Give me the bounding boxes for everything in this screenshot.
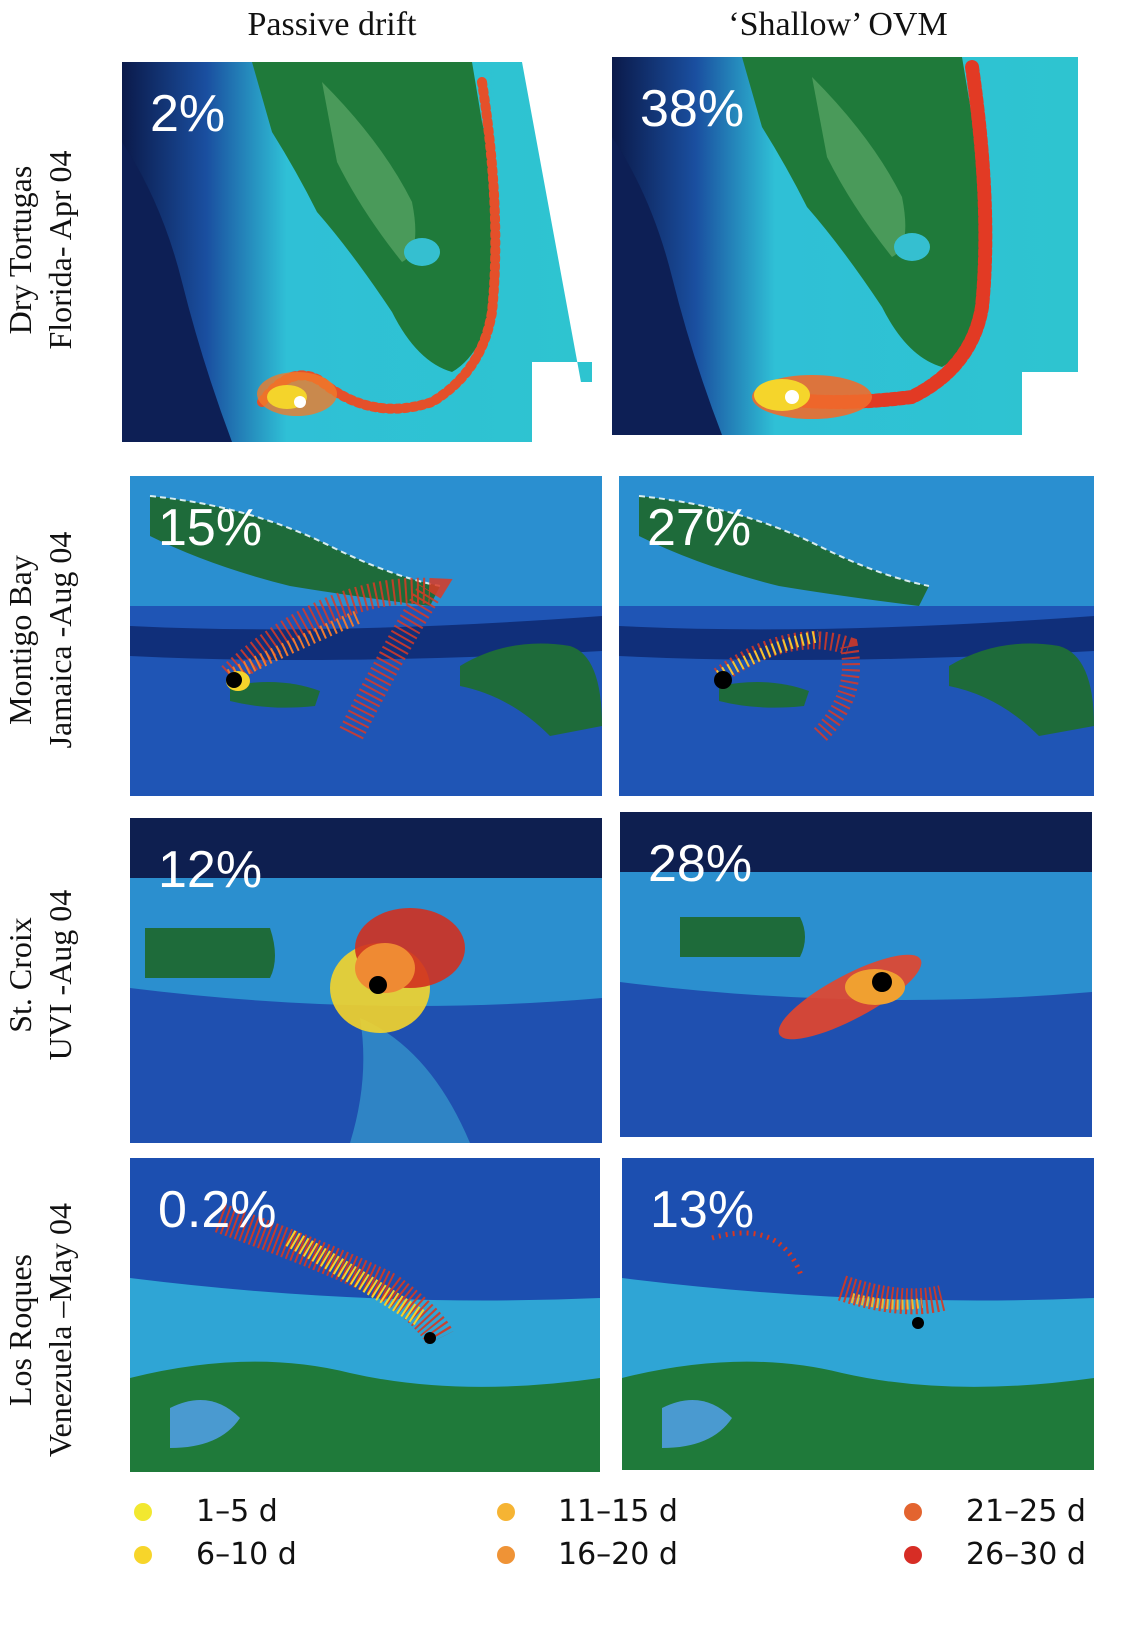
map-panel-losroques-passive: 0.2% — [130, 1158, 600, 1472]
row-label-line2: Venezuela –May 04 — [42, 1202, 78, 1458]
row-label-line1: St. Croix — [2, 917, 38, 1033]
row-label-line1: Dry Tortugas — [2, 165, 38, 335]
row-label-line1: Los Roques — [2, 1254, 38, 1406]
map-panel-florida-ovm: 38% — [612, 57, 1078, 435]
map-jamaica-ovm — [619, 476, 1094, 796]
map-losroques-ovm — [622, 1158, 1094, 1470]
map-panel-stcroix-ovm: 28% — [620, 812, 1092, 1137]
legend-swatch-11-15 — [497, 1503, 515, 1521]
percentage-label: 0.2% — [158, 1181, 277, 1239]
legend-label-21-25: 21–25 d — [966, 1494, 1086, 1529]
legend-label-11-15: 11–15 d — [558, 1494, 678, 1529]
map-losroques-passive — [130, 1158, 600, 1472]
percentage-label: 15% — [158, 499, 263, 557]
map-panel-losroques-ovm: 13% — [622, 1158, 1094, 1470]
percentage-label: 2% — [150, 85, 226, 143]
map-stcroix-ovm — [620, 812, 1092, 1137]
legend-swatch-1-5 — [134, 1503, 152, 1521]
map-florida-ovm — [612, 57, 1078, 435]
row-label-line2: Florida- Apr 04 — [42, 150, 78, 350]
row-label-line1: Montigo Bay — [2, 555, 38, 725]
map-panel-florida-passive: 2% — [122, 62, 592, 442]
column-header-shallow-ovm: ‘Shallow’ OVM — [728, 6, 948, 43]
legend-label-1-5: 1–5 d — [196, 1494, 278, 1529]
percentage-label: 38% — [640, 80, 745, 138]
legend-swatch-16-20 — [497, 1546, 515, 1564]
row-label-dry-tortugas: Dry Tortugas Florida- Apr 04 — [0, 100, 80, 400]
percentage-label: 12% — [158, 841, 263, 899]
legend-swatch-26-30 — [904, 1546, 922, 1564]
row-label-line2: Jamaica -Aug 04 — [42, 531, 78, 749]
map-florida-passive — [122, 62, 592, 442]
legend-swatch-21-25 — [904, 1503, 922, 1521]
legend-label-26-30: 26–30 d — [966, 1537, 1086, 1572]
percentage-label: 13% — [650, 1181, 755, 1239]
percentage-label: 28% — [648, 835, 753, 893]
row-label-montigo-bay: Montigo Bay Jamaica -Aug 04 — [0, 490, 80, 790]
row-label-los-roques: Los Roques Venezuela –May 04 — [0, 1180, 80, 1480]
legend-swatch-6-10 — [134, 1546, 152, 1564]
map-panel-jamaica-ovm: 27% — [619, 476, 1094, 796]
map-panel-stcroix-passive: 12% — [130, 818, 602, 1143]
legend-label-16-20: 16–20 d — [558, 1537, 678, 1572]
column-header-passive-drift: Passive drift — [247, 6, 417, 43]
legend-label-6-10: 6–10 d — [196, 1537, 297, 1572]
percentage-label: 27% — [647, 499, 752, 557]
row-label-line2: UVI -Aug 04 — [42, 889, 78, 1061]
row-label-st-croix: St. Croix UVI -Aug 04 — [0, 825, 80, 1125]
map-jamaica-passive — [130, 476, 602, 796]
map-stcroix-passive — [130, 818, 602, 1143]
map-panel-jamaica-passive: 15% — [130, 476, 602, 796]
